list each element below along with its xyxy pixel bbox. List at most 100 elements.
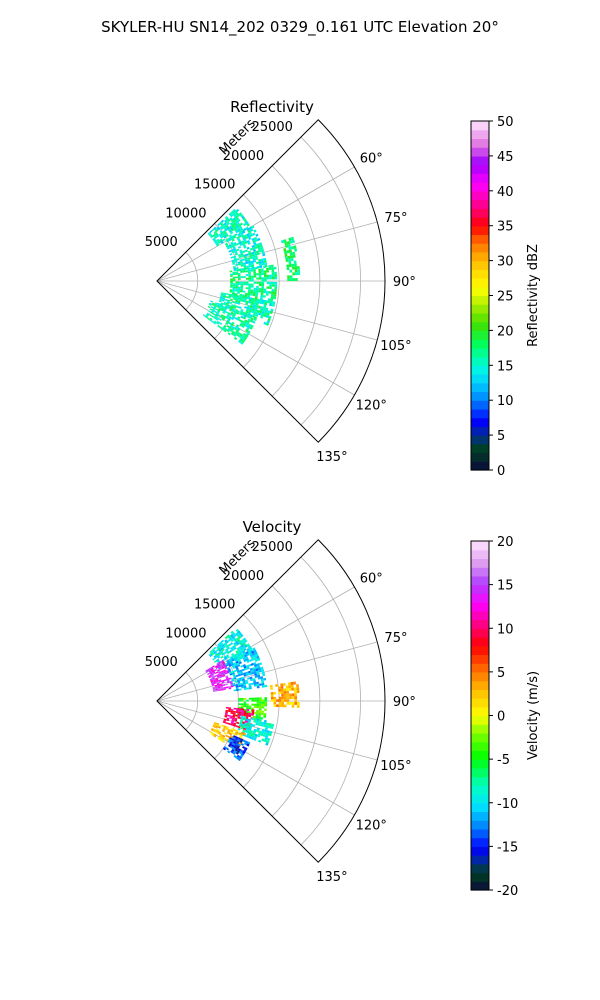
echo-cell bbox=[241, 254, 245, 258]
echo-cell bbox=[224, 643, 228, 647]
echo-cell bbox=[220, 737, 224, 741]
echo-cell bbox=[256, 655, 260, 659]
echo-cell bbox=[260, 268, 264, 271]
echo-cell bbox=[236, 310, 240, 313]
echo-cell bbox=[271, 289, 275, 292]
echo-cell bbox=[241, 320, 245, 324]
echo-cell bbox=[233, 226, 237, 230]
echo-cell bbox=[213, 320, 217, 324]
echo-cell bbox=[213, 305, 217, 309]
echo-cell bbox=[228, 244, 232, 247]
echo-cell bbox=[221, 652, 225, 656]
echo-cell bbox=[244, 219, 248, 223]
echo-cell bbox=[237, 743, 241, 747]
echo-cell bbox=[231, 250, 235, 254]
echo-cell bbox=[254, 733, 258, 737]
echo-cell bbox=[246, 666, 250, 670]
echo-cell bbox=[278, 691, 282, 695]
echo-cell bbox=[238, 699, 242, 702]
echo-cell bbox=[224, 714, 228, 717]
echo-cell bbox=[237, 276, 241, 279]
echo-cell bbox=[247, 330, 251, 334]
echo-cell bbox=[240, 634, 244, 638]
echo-cell bbox=[219, 230, 223, 234]
colorbar-tick-label: 30 bbox=[497, 255, 514, 270]
colorbar-label: Reflectivity dBZ bbox=[526, 244, 541, 347]
echo-cell bbox=[291, 693, 295, 697]
echo-cell bbox=[222, 238, 226, 242]
echo-cell bbox=[252, 320, 256, 324]
echo-cell bbox=[252, 313, 256, 316]
colorbar-swatch bbox=[471, 706, 489, 717]
echo-cell bbox=[244, 294, 248, 297]
echo-cell bbox=[223, 292, 227, 295]
echo-cell bbox=[236, 324, 240, 328]
echo-cell bbox=[245, 658, 250, 662]
echo-cell bbox=[263, 719, 267, 723]
echo-cell bbox=[240, 664, 244, 668]
echo-cell bbox=[253, 664, 258, 667]
echo-cell bbox=[224, 712, 228, 715]
echo-cell bbox=[225, 734, 229, 738]
echo-cell bbox=[247, 291, 251, 294]
echo-cell bbox=[229, 273, 233, 276]
echo-cell bbox=[256, 727, 260, 731]
echo-cell bbox=[238, 756, 243, 760]
echo-cell bbox=[231, 238, 235, 242]
echo-cell bbox=[222, 645, 226, 649]
echo-cell bbox=[253, 705, 257, 708]
colorbar-swatch bbox=[471, 794, 489, 804]
echo-cell bbox=[238, 635, 242, 639]
echo-cell bbox=[227, 643, 232, 647]
echo-cell bbox=[257, 734, 261, 738]
echo-cell bbox=[239, 260, 243, 264]
echo-cell bbox=[244, 259, 248, 263]
echo-cell bbox=[232, 308, 236, 312]
echo-cell bbox=[237, 218, 241, 223]
echo-cell bbox=[236, 740, 240, 744]
colorbar-swatch bbox=[471, 785, 489, 795]
echo-cell bbox=[243, 710, 247, 713]
echo-cell bbox=[224, 216, 229, 220]
colorbar-swatch bbox=[471, 549, 489, 560]
echo-cell bbox=[237, 290, 241, 293]
echo-cell bbox=[230, 243, 235, 246]
echo-cell bbox=[215, 724, 219, 727]
echo-cell bbox=[235, 296, 239, 299]
colorbar-swatch bbox=[471, 452, 489, 462]
echo-cell bbox=[211, 732, 215, 735]
echo-cell bbox=[242, 646, 246, 650]
echo-cell bbox=[209, 650, 213, 654]
echo-cell bbox=[234, 653, 238, 657]
echo-cell bbox=[237, 672, 241, 675]
colorbar-swatch bbox=[471, 602, 489, 612]
echo-cell bbox=[260, 292, 264, 296]
echo-cell bbox=[228, 671, 232, 675]
echo-cell bbox=[210, 320, 214, 323]
echo-cell bbox=[266, 732, 270, 736]
echo-cell bbox=[228, 309, 233, 312]
echo-cell bbox=[210, 673, 214, 676]
echo-cell bbox=[226, 245, 230, 249]
colorbar-swatch bbox=[471, 208, 489, 218]
colorbar-swatch bbox=[471, 619, 489, 629]
echo-cell bbox=[288, 258, 292, 262]
echo-cell bbox=[231, 291, 235, 294]
echo-cell bbox=[235, 666, 239, 670]
echo-cell bbox=[246, 246, 250, 250]
echo-cell bbox=[243, 222, 247, 227]
echo-cell bbox=[237, 302, 241, 305]
echo-cell bbox=[228, 685, 232, 688]
echo-cell bbox=[251, 657, 255, 661]
echo-cell bbox=[232, 714, 236, 717]
echo-cell bbox=[247, 304, 251, 308]
echo-cell bbox=[249, 732, 253, 735]
echo-cell bbox=[268, 291, 272, 294]
echo-cell bbox=[253, 289, 256, 293]
echo-cell bbox=[229, 290, 233, 293]
echo-cell bbox=[217, 663, 221, 667]
echo-cell bbox=[246, 227, 250, 232]
echo-cell bbox=[293, 687, 297, 691]
echo-cell bbox=[253, 316, 258, 320]
echo-cell bbox=[248, 226, 253, 230]
